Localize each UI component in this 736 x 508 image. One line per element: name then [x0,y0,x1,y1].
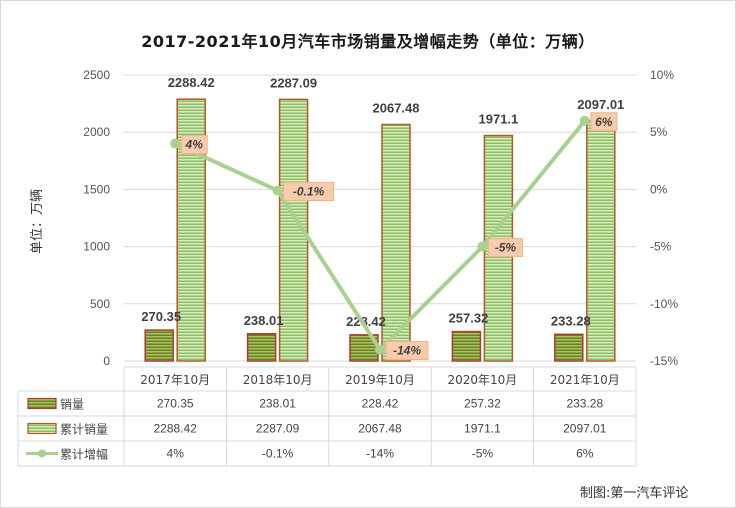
table-cell: 2067.48 [358,422,402,436]
growth-label: 6% [595,115,613,129]
growth-point [579,115,590,126]
y2-tick-label: 10% [650,68,674,82]
legend-key [38,449,46,458]
table-cell: -0.1% [262,447,294,461]
table-cell: 233.28 [566,397,603,411]
table-cell: -14% [366,447,394,461]
growth-point [477,241,488,252]
y2-tick-label: 5% [650,125,668,139]
bar-cumulative-label: 2067.48 [373,100,420,115]
growth-label: -0.1% [293,185,325,199]
y2-tick-label: -5% [650,240,672,254]
legend-label: 累计增幅 [60,447,108,462]
table-cell: -5% [472,447,494,461]
y-tick-label: 0 [103,354,110,368]
growth-label-box [180,135,208,155]
chart-title: 2017-2021年10月汽车市场销量及增幅走势（单位：万辆） [141,32,595,51]
growth-point [375,344,385,355]
category-label: 2020年10月 [447,373,517,387]
table-cell: 4% [167,447,185,461]
table-cell: 228.42 [362,397,399,411]
category-label: 2021年10月 [550,373,620,387]
bar-sales-label: 228.42 [346,314,386,329]
table-cell: 6% [576,447,594,461]
category-label: 2017年10月 [140,373,210,387]
y2-tick-label: -10% [650,297,678,311]
growth-point [170,138,181,149]
bar-cumulative-label: 2097.01 [577,97,624,112]
table-cell: 270.35 [157,397,194,411]
y-tick-label: 1000 [83,240,110,254]
bar-cumulative-label: 1971.1 [479,112,519,127]
y-tick-label: 2000 [83,125,110,139]
growth-label: -5% [495,241,517,255]
legend-key [27,422,57,435]
legend-label: 销量 [60,398,84,412]
legend-label: 累计销量 [60,423,108,437]
bar-sales [451,330,482,362]
y2-tick-label: -15% [650,354,678,368]
growth-label-box [590,112,618,132]
table-cell: 1971.1 [464,422,501,436]
y-tick-label: 2500 [83,68,110,82]
table-cell: 257.32 [464,397,501,411]
growth-point [272,185,283,196]
bar-sales [246,333,277,362]
table-cell: 2097.01 [563,422,607,436]
growth-label-box [283,182,335,202]
growth-label-box [487,238,523,258]
bar-sales-label: 233.28 [551,313,591,328]
growth-label: -14% [393,344,421,358]
y2-tick-label: 0% [650,182,668,196]
category-label: 2018年10月 [243,373,313,387]
y-tick-label: 500 [90,297,110,311]
bar-sales [144,329,174,362]
legend-key [27,397,57,410]
growth-label: 4% [185,138,204,152]
bar-sales-label: 257.32 [449,311,489,326]
bar-sales [554,333,584,362]
y-tick-label: 1500 [83,182,110,196]
bar-cumulative [586,120,616,362]
category-label: 2019年10月 [345,373,415,387]
bar-sales-label: 238.01 [244,313,284,328]
credit-text: 制图:第一汽车评论 [580,486,689,501]
table-cell: 238.01 [259,397,296,411]
bar-cumulative [381,123,411,362]
table-cell: 2287.09 [256,422,300,436]
bar-cumulative-label: 2287.09 [270,75,317,90]
table-cell: 2288.42 [154,422,198,436]
growth-label-box [385,341,429,361]
bar-cumulative-label: 2288.42 [168,75,215,90]
bar-sales-label: 270.35 [141,309,181,324]
